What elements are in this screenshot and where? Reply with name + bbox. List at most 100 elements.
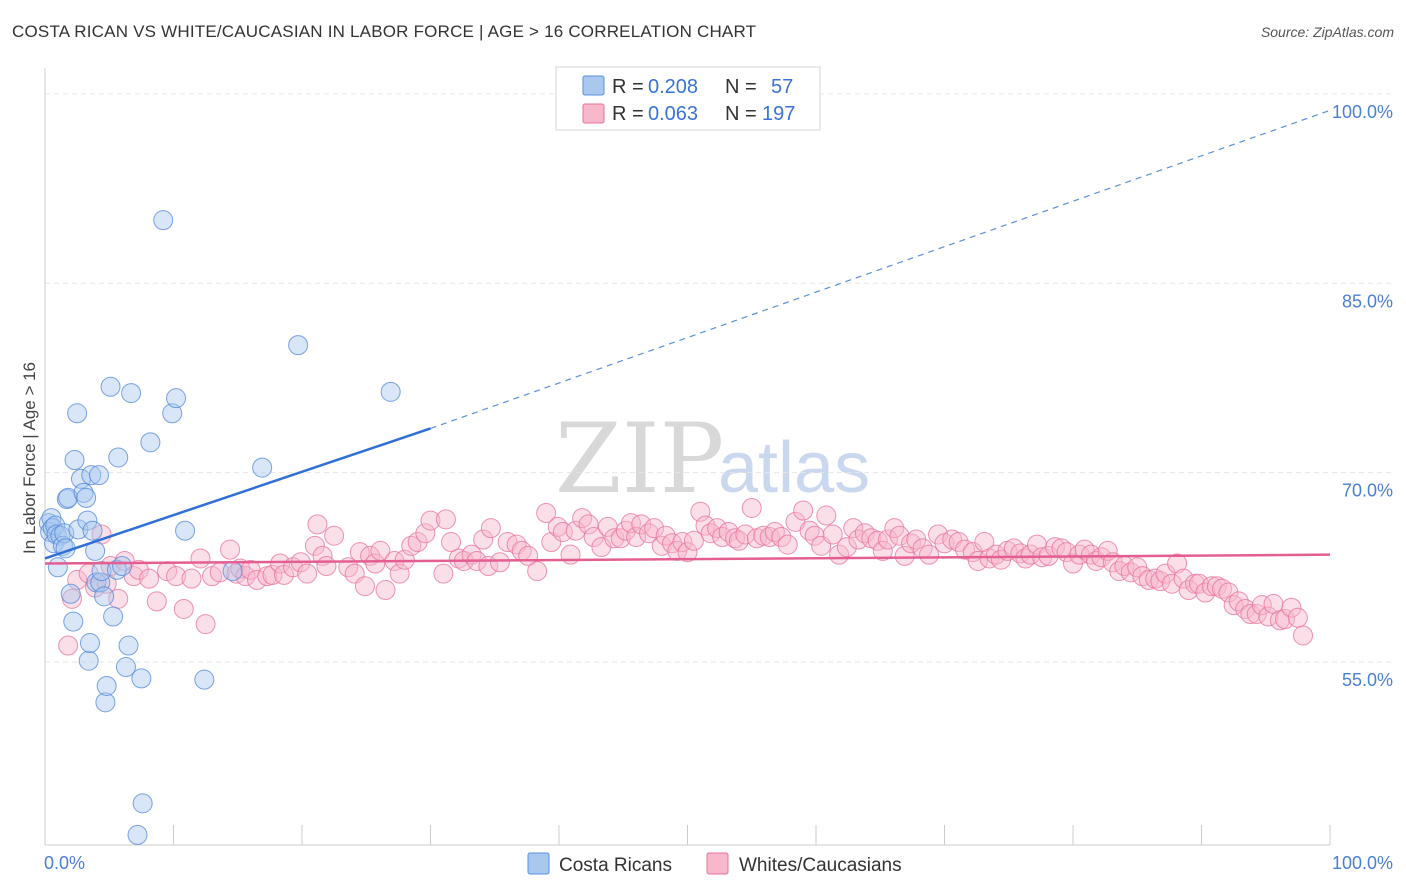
white-caucasian-point: [1206, 576, 1227, 597]
bottom-legend-whites: Whites/Caucasians: [739, 855, 902, 876]
costa-rican-point: [47, 557, 68, 578]
white-caucasian-point: [1293, 625, 1314, 646]
white-caucasian-point: [889, 525, 910, 546]
white-caucasian-point: [1212, 578, 1233, 599]
white-caucasian-point: [753, 525, 774, 546]
y-axis-label: In Labor Force | Age > 16: [20, 362, 39, 554]
white-caucasian-point: [829, 544, 850, 565]
white-caucasian-point: [58, 635, 79, 656]
white-caucasian-point: [735, 524, 756, 545]
white-caucasian-point: [793, 500, 814, 521]
white-caucasian-point: [822, 524, 843, 545]
white-caucasian-point: [741, 497, 762, 518]
white-caucasian-point: [955, 539, 976, 560]
white-caucasian-point: [583, 527, 604, 547]
costa-rican-point: [100, 376, 121, 397]
white-caucasian-point: [552, 521, 573, 542]
x-tick-label: 100.0%: [1332, 853, 1393, 873]
costa-rican-point: [118, 635, 139, 656]
white-caucasian-point: [128, 559, 149, 580]
white-caucasian-point: [420, 510, 441, 531]
watermark-atlas: atlas: [718, 428, 870, 508]
costa-rican-point: [58, 487, 79, 508]
white-caucasian-point: [777, 534, 798, 555]
costa-rican-point: [380, 381, 401, 402]
costa-rican-point: [153, 210, 174, 231]
costa-rican-trend-line: [44, 427, 431, 560]
costa-rican-point: [131, 668, 152, 689]
white-caucasian-point: [262, 564, 283, 585]
legend-n-value-2: 197: [762, 103, 795, 125]
costa-rican-point: [95, 692, 116, 713]
white-caucasian-point: [375, 580, 396, 601]
white-caucasian-point: [316, 556, 337, 577]
costa-rican-point: [79, 633, 100, 654]
white-caucasian-point: [247, 569, 268, 590]
costa-rican-point: [127, 824, 148, 845]
y-tick-label: 70.0%: [1342, 481, 1393, 501]
legend-r-label-2: R =: [612, 103, 644, 125]
y-tick-label: 85.0%: [1342, 291, 1393, 311]
costa-rican-point: [63, 611, 84, 632]
white-caucasian-point: [541, 532, 562, 553]
y-tick-labels: 55.0% 70.0% 85.0% 100.0%: [1332, 102, 1393, 690]
costa-rican-point: [175, 520, 196, 541]
costa-rican-point: [194, 669, 215, 690]
costa-rican-point: [73, 482, 94, 503]
costa-rican-point: [108, 447, 129, 468]
white-caucasian-point: [836, 537, 857, 558]
watermark-zip: ZIP: [555, 403, 724, 515]
white-caucasian-point: [894, 545, 915, 566]
bottom-legend-costa-ricans: Costa Ricans: [559, 855, 672, 876]
white-caucasian-point: [725, 528, 746, 549]
legend: R = 0.208 N = 57 R = 0.063 N = 197: [555, 66, 821, 131]
white-caucasian-point: [536, 503, 557, 524]
white-caucasian-point: [677, 542, 698, 563]
white-caucasian-point: [489, 552, 510, 573]
costa-rican-point: [112, 556, 133, 577]
white-caucasian-point: [565, 520, 586, 541]
costa-rican-point: [166, 388, 187, 409]
axes: [44, 68, 1331, 846]
white-caucasian-point: [354, 576, 375, 597]
white-caucasian-point: [877, 529, 898, 550]
white-caucasian-point: [804, 525, 825, 546]
white-caucasian-point: [181, 568, 202, 589]
costa-rican-point: [162, 403, 183, 424]
white-caucasian-point: [220, 539, 241, 560]
costa-rican-point: [42, 518, 63, 539]
white-caucasian-point: [1281, 597, 1302, 618]
legend-r-value-2: 0.063: [648, 103, 698, 125]
white-caucasian-point: [1258, 606, 1279, 627]
white-caucasian-point: [1287, 607, 1308, 628]
white-caucasian-point: [626, 527, 647, 547]
costa-rican-trend-extension: [430, 109, 1331, 430]
white-caucasian-point: [441, 532, 462, 553]
costa-rican-point: [91, 561, 112, 582]
costa-rican-point: [103, 606, 124, 627]
costa-rican-point: [140, 432, 161, 453]
white-caucasian-point: [1218, 582, 1239, 603]
costa-rican-point: [121, 383, 142, 404]
white-caucasian-point: [448, 548, 469, 569]
costa-rican-point: [222, 561, 243, 582]
white-caucasian-point: [872, 540, 893, 561]
costa-rican-point: [60, 583, 81, 604]
white-caucasian-point: [304, 535, 325, 556]
costa-rican-point: [115, 657, 136, 678]
white-caucasian-point: [139, 568, 160, 589]
white-caucasian-point: [235, 566, 256, 587]
white-caucasian-point: [560, 544, 581, 565]
white-caucasian-point: [527, 561, 548, 582]
white-caucasian-point: [173, 598, 194, 619]
costa-rican-point: [76, 487, 97, 508]
costa-rican-point: [288, 335, 309, 356]
source-label: Source: ZipAtlas.com: [1260, 24, 1394, 40]
white-caucasian-point: [324, 525, 345, 546]
legend-n-label-1: N =: [725, 76, 757, 98]
white-caucasian-point: [644, 518, 665, 539]
white-caucasian-point: [433, 563, 454, 584]
costa-rican-point: [88, 465, 109, 486]
costa-rican-point: [78, 650, 99, 671]
white-caucasian-point: [1173, 568, 1194, 589]
